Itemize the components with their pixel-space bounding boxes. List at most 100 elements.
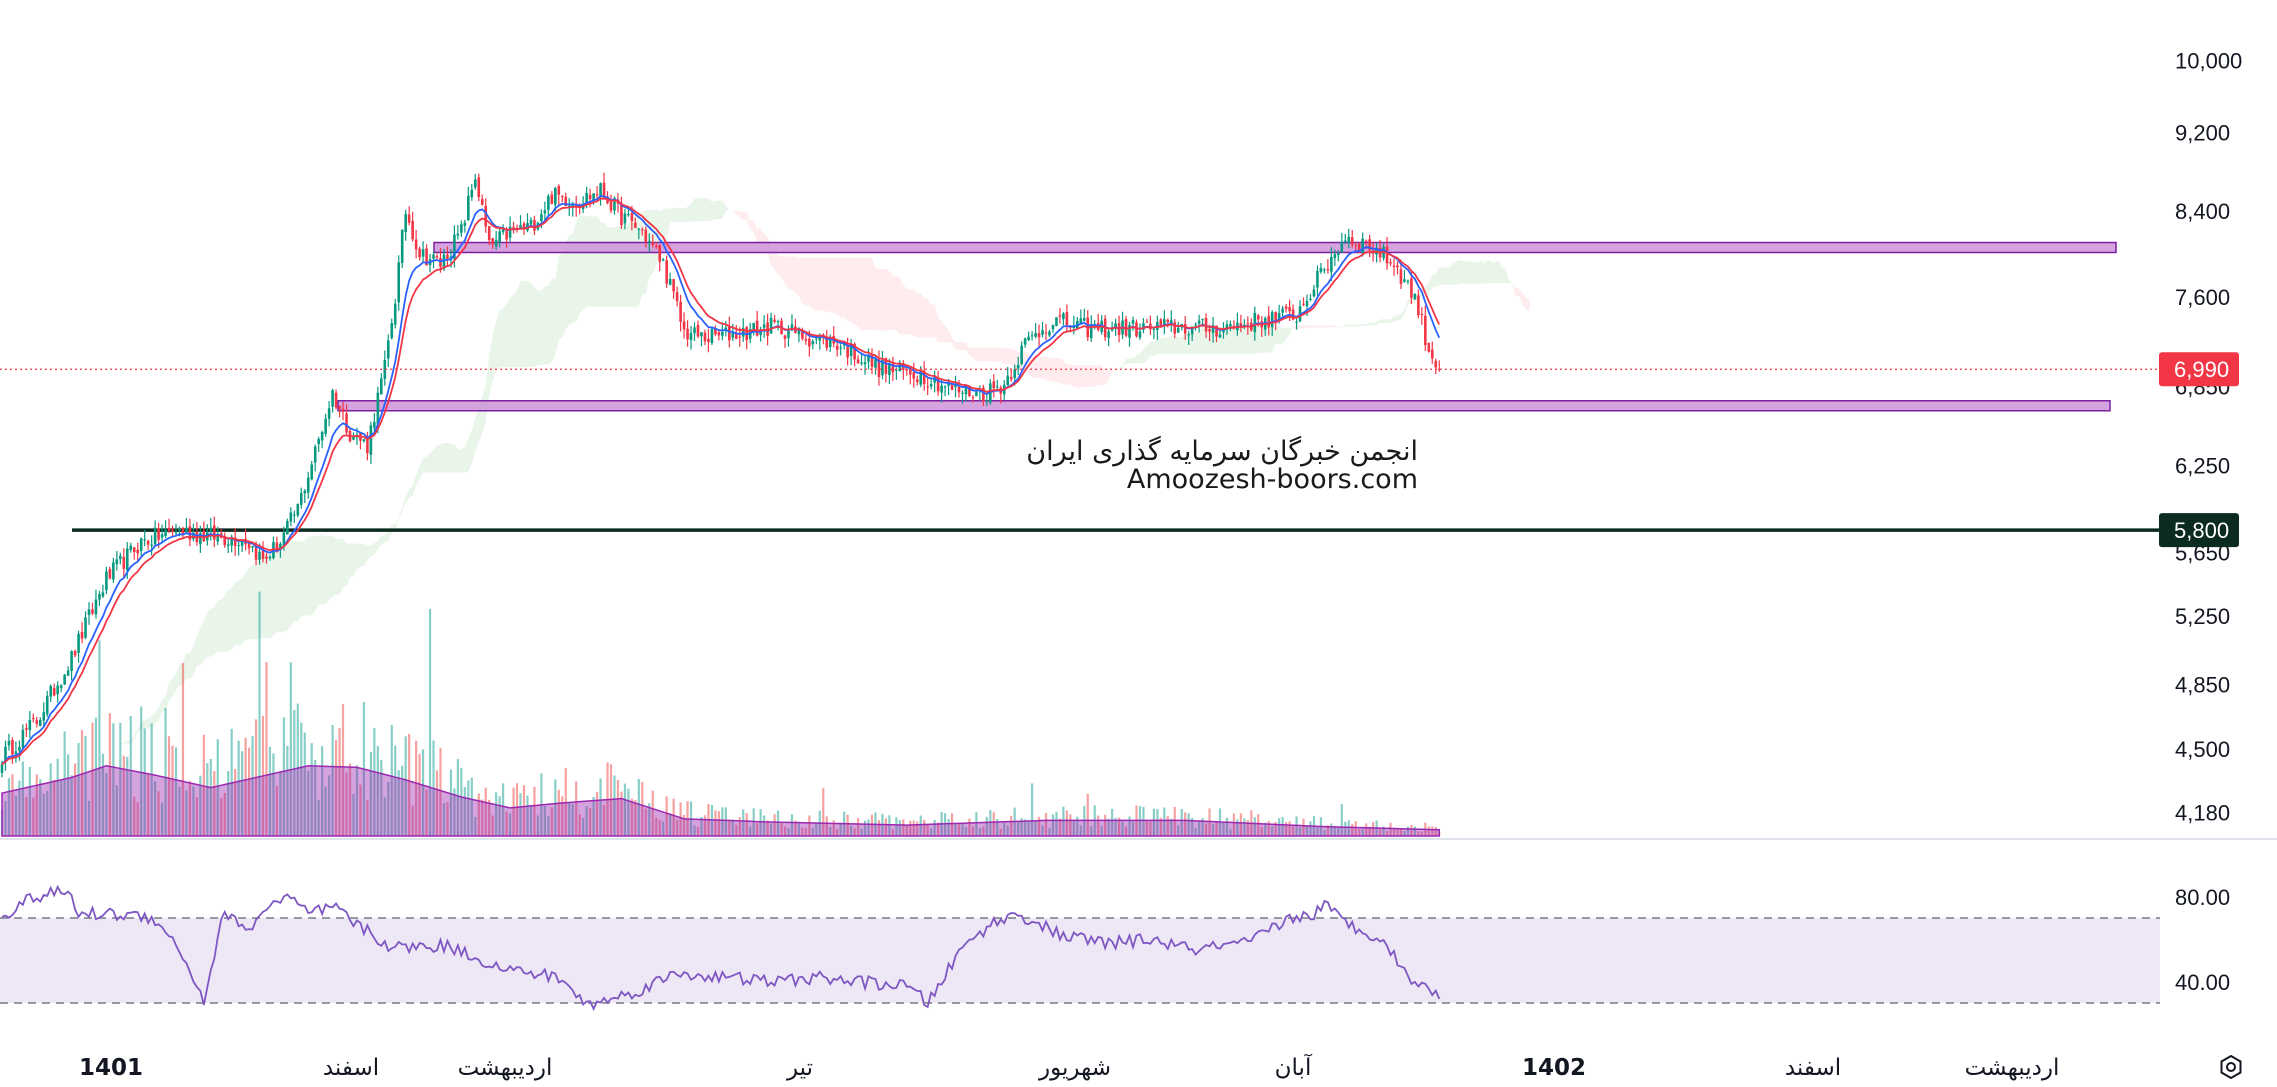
cloud-segment — [1251, 326, 1255, 354]
candle — [825, 329, 829, 351]
volume-bar — [1243, 818, 1246, 836]
volume-bar — [1392, 828, 1396, 836]
cloud-segment — [635, 212, 639, 307]
cloud-segment — [1446, 267, 1450, 285]
cloud-segment — [1136, 353, 1140, 364]
candle — [707, 328, 710, 353]
volume-bar — [408, 733, 411, 836]
volume-bar — [957, 824, 961, 836]
candle — [978, 385, 982, 401]
candle — [533, 215, 536, 236]
cloud-segment — [1275, 326, 1280, 345]
candle — [101, 584, 105, 599]
volume-bar — [80, 729, 84, 836]
candle — [1392, 258, 1396, 276]
candle — [599, 182, 602, 206]
volume-bar — [1076, 816, 1079, 836]
cloud-segment — [1310, 325, 1314, 328]
cloud-segment — [228, 587, 232, 652]
gear-icon[interactable] — [2216, 1052, 2246, 1082]
cloud-segment — [1143, 346, 1147, 364]
candle — [122, 548, 126, 579]
cloud-segment — [569, 233, 573, 325]
volume-bar — [425, 789, 428, 836]
candle — [912, 362, 916, 388]
candle — [982, 384, 985, 406]
cloud-segment — [1355, 324, 1360, 327]
candle — [362, 438, 366, 443]
volume-bar — [1166, 816, 1169, 836]
volume-bar — [98, 640, 101, 836]
volume-bar — [279, 771, 282, 836]
cloud-segment — [235, 580, 239, 645]
candle — [487, 225, 491, 246]
candle — [554, 186, 557, 212]
volume-bar — [801, 827, 804, 836]
volume-bar — [456, 759, 459, 836]
cloud-segment — [875, 267, 879, 331]
cloud-segment — [214, 601, 218, 656]
cloud-segment — [819, 257, 824, 311]
cloud-segment — [830, 257, 834, 314]
volume-bar — [1058, 818, 1062, 836]
volume-bar — [877, 820, 881, 836]
rsi-tick-label: 40.00 — [2175, 970, 2230, 995]
volume-bar — [1194, 828, 1197, 836]
volume-bar — [1267, 821, 1270, 836]
candle — [1065, 304, 1069, 332]
cloud-segment — [778, 255, 782, 279]
volume-bar — [529, 805, 533, 836]
ma-slow-line — [1, 197, 1441, 766]
cloud-segment — [885, 268, 890, 331]
volume-bar — [63, 731, 66, 836]
resistance-zone[interactable] — [433, 241, 2117, 254]
cloud-segment — [437, 444, 441, 473]
cloud-segment — [134, 729, 138, 739]
cloud-segment — [356, 543, 361, 570]
candle — [1138, 323, 1142, 341]
candle — [644, 226, 648, 248]
cloud-segment — [1178, 336, 1182, 354]
volume-bar — [1330, 823, 1333, 836]
cloud-segment — [172, 672, 176, 697]
volume-bar — [1323, 830, 1326, 836]
volume-bar — [470, 777, 473, 836]
volume-bar — [909, 820, 912, 836]
cloud-segment — [1133, 355, 1137, 364]
volume-bar — [533, 786, 536, 836]
candle — [543, 201, 547, 222]
cloud-segment — [952, 338, 956, 350]
cloud-segment — [1004, 348, 1008, 365]
volume-bar — [1191, 818, 1194, 836]
cloud-segment — [363, 543, 368, 567]
candle — [63, 673, 66, 686]
cloud-segment — [1206, 326, 1210, 354]
volume-bar — [982, 826, 985, 836]
volume-bar — [557, 789, 560, 836]
cloud-segment — [1122, 358, 1127, 368]
cloud-segment — [1202, 326, 1207, 354]
candle — [240, 539, 244, 553]
candle — [1197, 314, 1201, 333]
volume-bar — [174, 747, 178, 836]
volume-bar — [1291, 825, 1295, 836]
volume-bar — [794, 820, 797, 836]
volume-bar — [1117, 817, 1121, 836]
candle — [1284, 303, 1288, 313]
volume-bar — [728, 819, 731, 836]
support-zone[interactable] — [337, 400, 2111, 412]
volume-bar — [1427, 826, 1430, 836]
cloud-segment — [346, 543, 350, 587]
cloud-segment — [586, 216, 591, 307]
cloud-segment — [1428, 274, 1433, 295]
volume-bar — [1104, 814, 1107, 836]
candle — [1211, 316, 1215, 343]
cloud-segment — [1282, 327, 1287, 345]
cloud-segment — [1307, 325, 1311, 329]
candle — [860, 353, 863, 366]
cloud-segment — [1366, 322, 1370, 327]
candle — [794, 318, 797, 334]
watermark-url: Amoozesh-boors.com — [1127, 464, 1418, 495]
cloud-segment — [381, 535, 385, 545]
